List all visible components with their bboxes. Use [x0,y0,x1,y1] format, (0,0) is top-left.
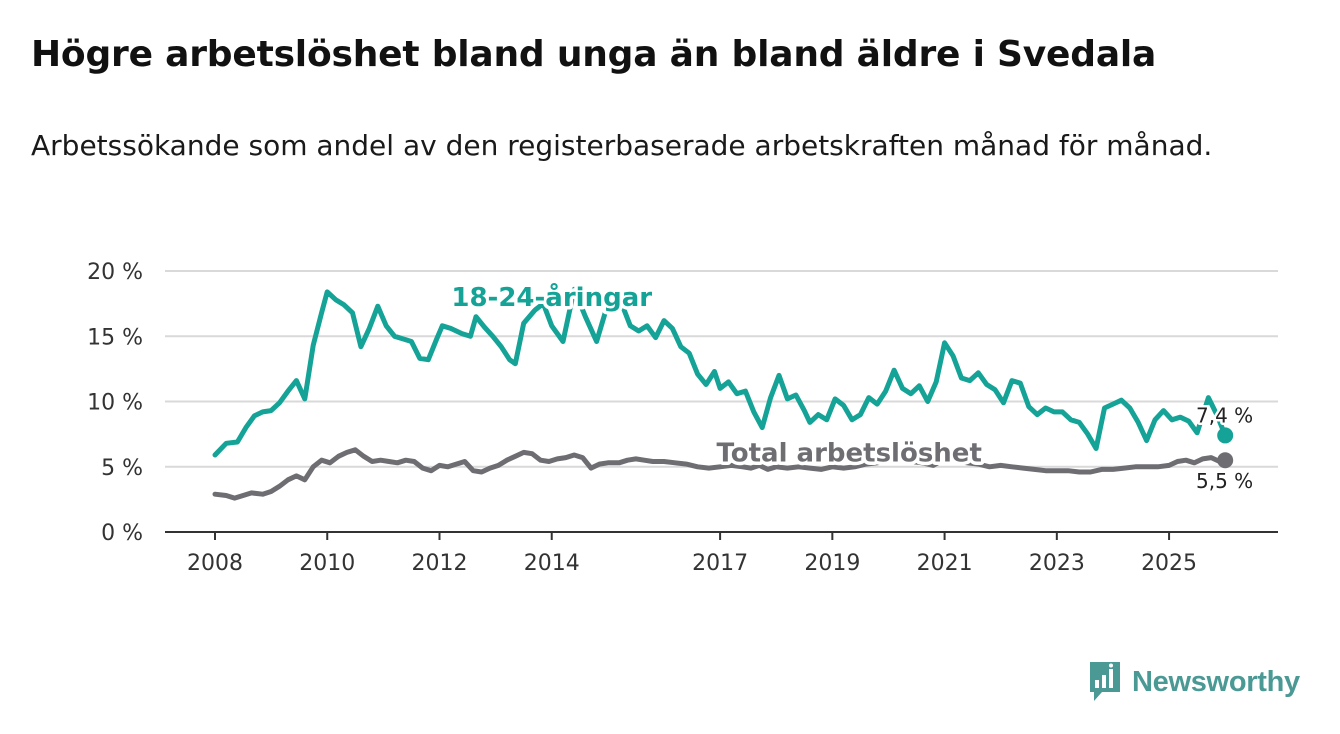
x-tick-label: 2017 [692,551,748,576]
series-label-total: Total arbetslöshet [716,439,981,469]
page-title: Högre arbetslöshet bland unga än bland ä… [31,34,1157,75]
x-tick-label: 2021 [917,551,973,576]
x-tick-label: 2012 [411,551,467,576]
y-tick-label: 5 % [101,456,143,481]
y-tick-label: 0 % [101,521,143,546]
series-line-total [212,447,1228,501]
newsworthy-logo: Newsworthy [1088,660,1300,704]
series-label-youth: 18-24-åringar [451,281,652,313]
newsworthy-logo-icon [1090,662,1120,701]
x-tick-label: 2014 [524,551,580,576]
y-tick-label: 10 % [87,391,143,416]
series-end-point-youth [1217,427,1234,444]
x-tick-label: 2025 [1141,551,1197,576]
x-tick-label: 2008 [187,551,243,576]
x-tick-label: 2010 [299,551,355,576]
x-tick-label: 2023 [1029,551,1085,576]
series-end-point-total [1217,452,1234,469]
series-end-label: 5,5 % [1196,469,1253,493]
chart-subtitle: Arbetssökande som andel av den registerb… [31,129,1213,162]
series-line-youth [212,286,1228,458]
brand-name: Newsworthy [1132,665,1300,698]
series-end-label: 7,4 % [1196,403,1253,427]
y-tick-label: 20 % [87,260,143,285]
x-tick-label: 2019 [804,551,860,576]
y-tick-label: 15 % [87,325,143,350]
